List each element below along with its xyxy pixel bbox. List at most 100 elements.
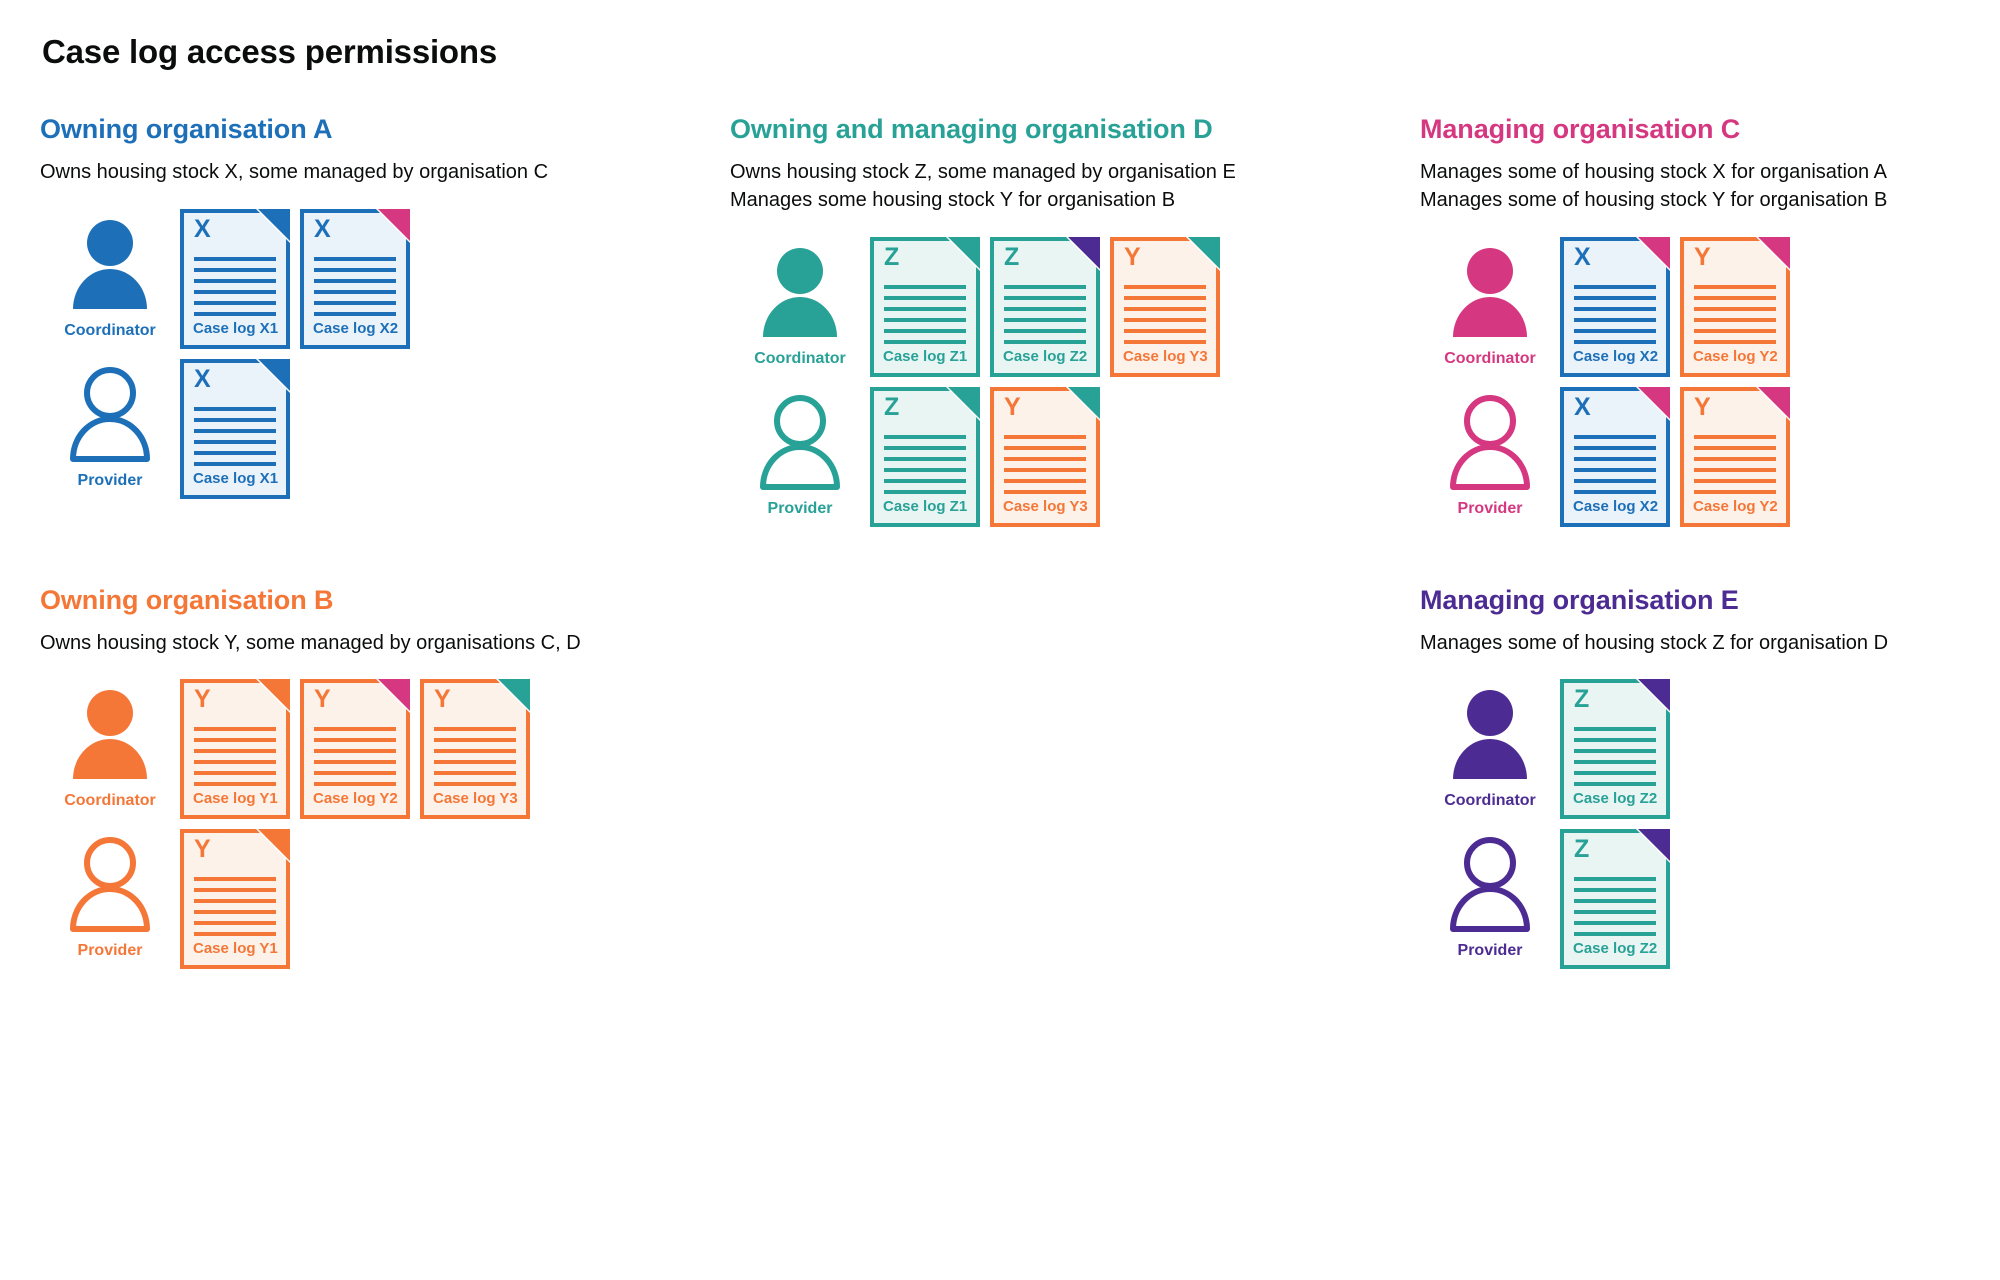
person-block: Coordinator	[40, 209, 180, 340]
document-fold-icon	[258, 829, 290, 862]
case-log-caption: Case log Z1	[883, 347, 968, 365]
section-title: Owning organisation A	[40, 114, 333, 145]
person-filled-icon	[69, 687, 151, 782]
document-text-lines	[194, 727, 276, 793]
role-label: Coordinator	[64, 792, 156, 810]
document-text-lines	[314, 727, 396, 793]
role-row-provider: Provider Z Case log Z2	[1420, 829, 2000, 970]
case-log-caption: Case log X2	[1573, 497, 1659, 515]
case-log-caption: Case log Y3	[1123, 347, 1208, 365]
document-fold-icon	[1638, 236, 1670, 269]
document-text-lines	[1574, 434, 1656, 501]
person-block: Coordinator	[1420, 237, 1560, 368]
housing-stock-letter: X	[314, 214, 331, 243]
role-row-provider: Provider Y Case log Y1	[40, 829, 730, 970]
document-text-lines	[314, 256, 396, 323]
case-log-caption: Case log Y3	[433, 790, 518, 808]
case-log-caption: Case log Y2	[1693, 497, 1778, 515]
case-log-list: X Case log X1 X Case log X2	[180, 208, 410, 349]
document-fold-icon	[498, 679, 530, 712]
case-log-caption: Case log Y1	[193, 790, 278, 808]
case-log-document[interactable]: X Case log X2	[1560, 386, 1670, 527]
document-fold-icon	[1188, 236, 1220, 269]
case-log-document[interactable]: X Case log X2	[300, 208, 410, 349]
case-log-document[interactable]: Y Case log Y3	[1110, 236, 1220, 377]
document-fold-icon	[378, 679, 410, 712]
case-log-document[interactable]: Z Case log Z2	[1560, 829, 1670, 970]
role-label: Provider	[77, 471, 143, 489]
case-log-caption: Case log Y1	[193, 940, 278, 958]
housing-stock-letter: Y	[1004, 392, 1021, 421]
case-log-document[interactable]: X Case log X1	[180, 208, 290, 349]
housing-stock-letter: Y	[1694, 242, 1711, 271]
housing-stock-letter: Y	[194, 835, 211, 864]
person-block: Provider	[730, 387, 870, 518]
section-title: Owning and managing organisation D	[730, 114, 1213, 145]
case-log-document[interactable]: Z Case log Z1	[870, 386, 980, 527]
housing-stock-letter: Z	[1574, 685, 1590, 714]
case-log-caption: Case log X1	[193, 319, 279, 337]
case-log-caption: Case log X2	[313, 319, 399, 337]
case-log-document[interactable]: Z Case log Z2	[1560, 679, 1670, 820]
section-description-line: Owns housing stock X, some managed by or…	[40, 161, 549, 184]
role-label: Provider	[767, 499, 833, 517]
case-log-list: Z Case log Z2	[1560, 679, 1670, 820]
document-fold-icon	[1638, 386, 1670, 419]
case-log-document[interactable]: Z Case log Z1	[870, 236, 980, 377]
case-log-caption: Case log Z2	[1003, 347, 1088, 365]
person-filled-icon	[1449, 687, 1531, 782]
section-description-line: Owns housing stock Y, some managed by or…	[40, 631, 581, 654]
document-fold-icon	[1068, 386, 1100, 419]
case-log-document[interactable]: Y Case log Y3	[420, 679, 530, 820]
case-log-document[interactable]: Y Case log Y1	[180, 829, 290, 970]
page-title: Case log access permissions	[42, 33, 498, 70]
role-row-provider: Provider X Case log X1	[40, 358, 730, 499]
section-description-line: Manages some of housing stock Z for orga…	[1420, 631, 1889, 654]
role-row-coordinator: Coordinator Z Case log Z2	[1420, 679, 2000, 820]
case-log-document[interactable]: Y Case log Y1	[180, 679, 290, 820]
case-log-caption: Case log Z2	[1573, 790, 1658, 808]
document-text-lines	[194, 406, 276, 473]
document-text-lines	[1004, 284, 1086, 351]
section-spacer	[730, 537, 1420, 980]
document-fold-icon	[258, 358, 290, 391]
role-row-provider: Provider X Case log X2 Y Case log Y2	[1420, 386, 2000, 527]
role-row-coordinator: Coordinator Z Case log Z1 Z Case log Z2 Y Case…	[730, 236, 1420, 377]
role-label: Coordinator	[754, 349, 846, 367]
person-outline-icon	[69, 837, 151, 933]
document-fold-icon	[258, 208, 290, 241]
case-log-document[interactable]: X Case log X1	[180, 358, 290, 499]
section-title: Managing organisation C	[1420, 114, 1741, 145]
document-fold-icon	[258, 679, 290, 712]
document-fold-icon	[1758, 236, 1790, 269]
section-description-line: Manages some housing stock Y for organis…	[730, 188, 1176, 211]
housing-stock-letter: Z	[1004, 242, 1020, 271]
case-log-document[interactable]: Y Case log Y2	[1680, 386, 1790, 527]
document-fold-icon	[378, 208, 410, 241]
section-org-e: Managing organisation E Manages some of h…	[1420, 537, 2000, 980]
role-label: Coordinator	[64, 321, 156, 339]
case-log-list: Y Case log Y1 Y Case log Y2 Y Case log Y3	[180, 679, 530, 820]
housing-stock-letter: X	[194, 364, 211, 393]
housing-stock-letter: X	[194, 214, 211, 243]
housing-stock-letter: X	[1574, 392, 1591, 421]
document-text-lines	[1574, 284, 1656, 351]
housing-stock-letter: Y	[434, 685, 451, 714]
case-log-document[interactable]: Y Case log Y3	[990, 386, 1100, 527]
case-log-document[interactable]: Y Case log Y2	[1680, 236, 1790, 377]
document-text-lines	[434, 727, 516, 793]
person-outline-icon	[759, 394, 841, 490]
housing-stock-letter: Z	[1574, 835, 1590, 864]
case-log-document[interactable]: Y Case log Y2	[300, 679, 410, 820]
case-log-document[interactable]: Z Case log Z2	[990, 236, 1100, 377]
person-filled-icon	[69, 217, 151, 312]
case-log-caption: Case log Z2	[1573, 940, 1658, 958]
case-log-document[interactable]: X Case log X2	[1560, 236, 1670, 377]
section-title: Owning organisation B	[40, 584, 334, 615]
sections-grid: Owning organisation A Owns housing stock …	[40, 114, 1960, 979]
role-label: Provider	[1457, 499, 1523, 517]
document-text-lines	[1574, 727, 1656, 793]
case-log-caption: Case log X2	[1573, 347, 1659, 365]
document-text-lines	[1124, 284, 1206, 351]
